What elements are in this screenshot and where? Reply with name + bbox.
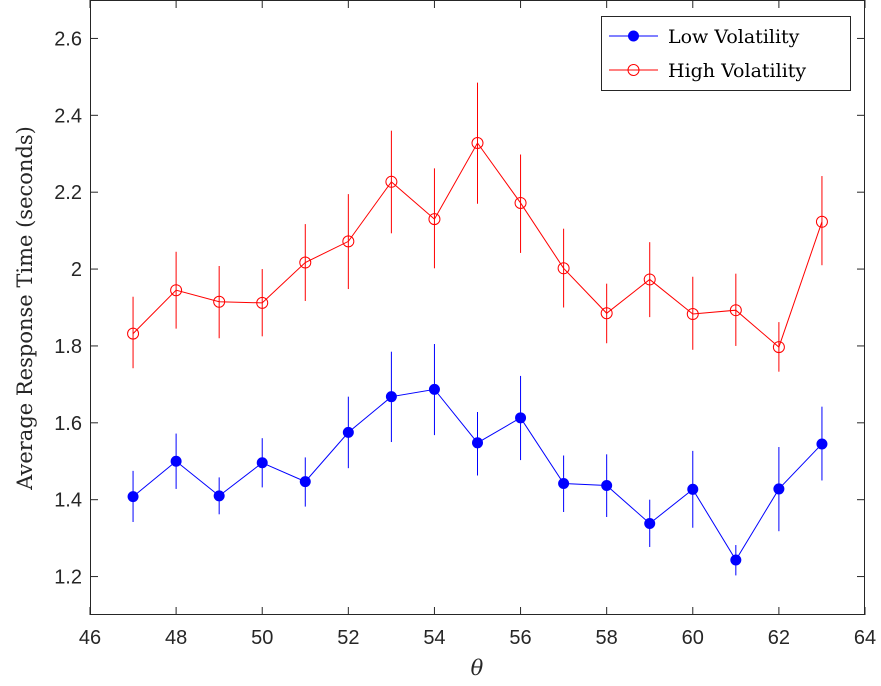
chart-marks — [127, 82, 828, 576]
x-tick-label: 52 — [337, 627, 359, 649]
data-point — [515, 412, 527, 424]
data-point — [558, 478, 570, 490]
plot-frame — [90, 0, 865, 615]
data-point — [557, 262, 570, 275]
data-point — [170, 284, 183, 297]
data-point — [299, 476, 311, 488]
x-tick-label: 48 — [165, 627, 187, 649]
legend: Low Volatility High Volatility — [601, 16, 851, 91]
data-point — [687, 483, 699, 495]
data-point — [428, 213, 441, 226]
x-axis-label: θ — [471, 656, 484, 680]
x-tick-label: 64 — [854, 627, 876, 649]
data-point — [471, 136, 484, 149]
data-point — [686, 308, 699, 321]
legend-label-low: Low Volatility — [668, 26, 800, 48]
x-tick-label: 50 — [251, 627, 273, 649]
data-point — [127, 491, 139, 503]
data-point — [256, 457, 268, 469]
y-tick-label: 2.4 — [54, 105, 82, 127]
data-point — [256, 296, 269, 309]
y-axis-ticks: 1.2 1.4 1.6 1.8 2 2.2 2.4 2.6 — [54, 28, 865, 589]
y-tick-label: 2 — [71, 259, 82, 281]
y-tick-label: 2.6 — [54, 28, 82, 50]
data-point — [600, 307, 613, 320]
data-point — [385, 391, 397, 403]
data-point — [730, 554, 742, 566]
series-high-volatility — [127, 82, 828, 372]
data-point — [170, 455, 182, 467]
x-tick-label: 54 — [423, 627, 445, 649]
data-point — [816, 438, 828, 450]
y-axis-label: Average Response Time (seconds) — [13, 126, 37, 491]
data-point — [342, 235, 355, 248]
data-point — [644, 518, 656, 530]
data-point — [385, 175, 398, 188]
x-tick-label: 46 — [79, 627, 101, 649]
data-point — [213, 490, 225, 502]
legend-swatch-low-marker — [628, 30, 639, 42]
x-tick-label: 56 — [509, 627, 531, 649]
data-point — [773, 483, 785, 495]
series-low-volatility — [127, 344, 828, 576]
x-axis-ticks: 46 48 50 52 54 56 58 60 62 64 — [79, 0, 876, 649]
y-tick-label: 1.6 — [54, 413, 82, 435]
data-point — [342, 426, 354, 438]
data-point — [127, 327, 140, 340]
data-point — [472, 437, 483, 449]
x-tick-label: 62 — [768, 627, 790, 649]
y-tick-label: 1.2 — [54, 567, 82, 589]
series-line — [132, 142, 823, 348]
x-tick-label: 60 — [682, 627, 704, 649]
data-point — [213, 295, 226, 308]
data-point — [299, 256, 312, 269]
data-point — [729, 304, 742, 317]
data-point — [815, 215, 828, 228]
data-point — [428, 383, 440, 395]
y-tick-label: 1.4 — [54, 490, 82, 512]
y-tick-label: 1.8 — [54, 336, 82, 358]
data-point — [643, 273, 656, 286]
legend-swatch-high-marker — [627, 64, 640, 76]
legend-label-high: High Volatility — [668, 60, 806, 82]
data-point — [514, 196, 527, 209]
y-tick-label: 2.2 — [54, 182, 82, 204]
x-tick-label: 58 — [596, 627, 618, 649]
data-point — [772, 341, 785, 354]
data-point — [601, 479, 613, 491]
legend-box — [601, 16, 851, 91]
